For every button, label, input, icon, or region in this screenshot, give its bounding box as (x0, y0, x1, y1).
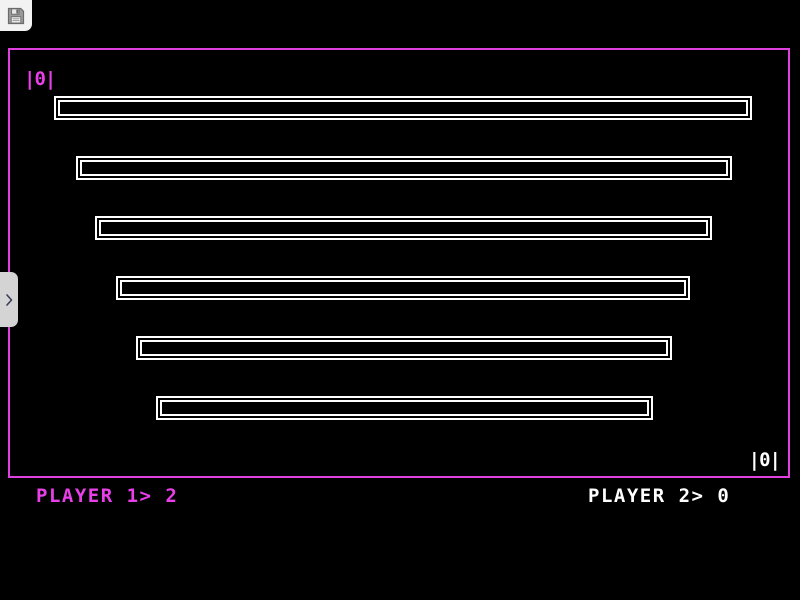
expand-sidebar-tab[interactable] (0, 272, 18, 327)
brick-bar-4-inner (120, 280, 686, 296)
game-field[interactable]: |0| |0| (8, 48, 790, 478)
brick-bar-6[interactable] (156, 396, 653, 420)
floppy-disk-save-icon (7, 7, 25, 25)
brick-bar-6-inner (160, 400, 649, 416)
player2-paddle-glyph: |0| (748, 449, 781, 471)
chevron-right-icon (4, 293, 14, 307)
save-button[interactable] (0, 0, 32, 31)
player2-score: PLAYER 2> 0 (588, 485, 731, 507)
brick-bar-1[interactable] (54, 96, 752, 120)
brick-bar-5-inner (140, 340, 668, 356)
brick-bar-2[interactable] (76, 156, 732, 180)
brick-bar-3-inner (99, 220, 708, 236)
player1-paddle-glyph: |0| (24, 68, 56, 90)
brick-bar-3[interactable] (95, 216, 712, 240)
brick-bar-1-inner (58, 100, 748, 116)
brick-bar-5[interactable] (136, 336, 672, 360)
player1-score: PLAYER 1> 2 (36, 485, 179, 507)
brick-bar-2-inner (80, 160, 728, 176)
brick-bar-4[interactable] (116, 276, 690, 300)
